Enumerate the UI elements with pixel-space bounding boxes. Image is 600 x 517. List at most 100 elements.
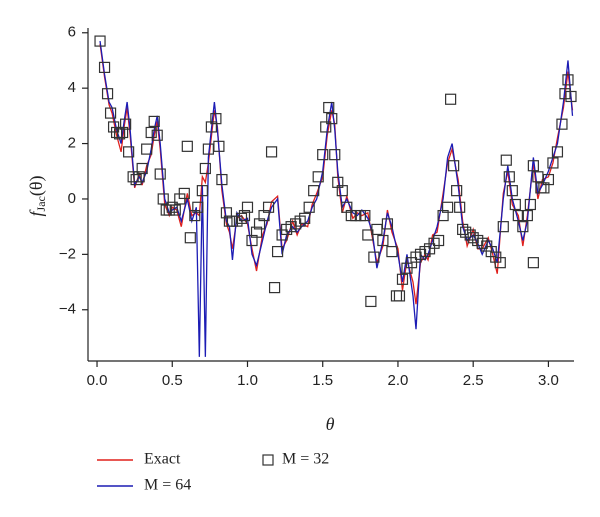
square-marker [196, 185, 208, 197]
y-tick-label: −2 [59, 245, 76, 262]
square-marker [562, 74, 574, 86]
square-marker [241, 201, 254, 213]
square-marker [299, 212, 311, 224]
square-marker [163, 204, 175, 216]
square-marker [238, 209, 251, 222]
square-marker [506, 185, 518, 197]
square-marker [390, 290, 403, 302]
square-marker [494, 257, 506, 269]
legend-label: Exact [144, 451, 181, 468]
square-marker [524, 198, 536, 211]
y-tick-label: −4 [59, 301, 76, 318]
square-marker [527, 160, 539, 172]
y-label-sub: Jac [34, 196, 48, 211]
square-marker [320, 121, 332, 133]
square-marker [308, 185, 320, 197]
square-marker [181, 140, 193, 152]
x-tick-label: 0.5 [162, 372, 183, 389]
square-marker [359, 209, 371, 222]
x-tick-label: 1.5 [312, 372, 333, 389]
square-marker [323, 101, 335, 114]
square-marker [512, 209, 524, 222]
square-marker [329, 149, 341, 161]
square-marker [445, 93, 457, 105]
square-marker [130, 173, 142, 186]
square-marker [98, 61, 111, 73]
series-line [99, 40, 574, 357]
x-tick-label: 3.0 [538, 372, 559, 389]
x-tick-label: 2.0 [388, 372, 409, 389]
square-marker [271, 245, 284, 258]
square-marker [365, 295, 377, 308]
x-tick-label: 2.5 [463, 372, 484, 389]
x-tick-label: 0.0 [87, 372, 108, 389]
y-tick-label: 4 [68, 79, 76, 96]
square-marker [448, 160, 460, 172]
square-marker [527, 257, 539, 269]
x-axis-label: θ [326, 414, 335, 434]
y-label-rest: (θ) [26, 176, 47, 197]
square-marker [559, 88, 571, 100]
y-tick-label: 2 [68, 135, 76, 152]
square-marker [166, 201, 178, 213]
square-marker [500, 154, 512, 166]
y-tick-label: 0 [68, 190, 76, 207]
x-tick-label: 1.0 [237, 372, 258, 389]
square-marker [110, 126, 123, 139]
square-marker [157, 193, 169, 205]
square-marker [213, 140, 225, 152]
square-marker [542, 173, 555, 186]
square-marker [503, 171, 515, 183]
square-marker [136, 162, 148, 175]
square-marker [396, 273, 409, 285]
square-marker [101, 88, 114, 100]
square-marker [220, 207, 233, 219]
square-marker [178, 187, 190, 200]
plot-area [94, 35, 577, 357]
square-marker [199, 162, 211, 175]
square-marker [192, 201, 204, 213]
square-marker [368, 251, 380, 263]
square-marker [94, 35, 106, 47]
square-marker [312, 171, 324, 183]
square-marker [265, 146, 278, 158]
legend-label: M = 64 [144, 477, 191, 494]
square-marker [127, 171, 139, 183]
square-marker [120, 118, 132, 130]
square-marker [497, 221, 509, 233]
square-marker [151, 129, 163, 141]
legend-marker [262, 454, 274, 466]
square-marker [169, 204, 181, 216]
square-marker [386, 245, 398, 258]
square-marker [216, 173, 228, 186]
square-marker [123, 146, 135, 158]
square-marker [235, 212, 248, 224]
square-marker [141, 143, 153, 155]
square-marker [454, 201, 466, 213]
legend-label: M = 32 [282, 451, 329, 468]
square-marker [381, 218, 394, 230]
square-marker [303, 201, 315, 213]
square-marker [113, 128, 126, 140]
square-marker [145, 126, 157, 139]
square-marker [104, 107, 117, 119]
square-marker [509, 198, 521, 211]
square-marker [393, 290, 406, 302]
square-marker [556, 118, 568, 130]
y-label-f: f [26, 208, 46, 216]
square-marker [210, 113, 222, 125]
square-marker [268, 281, 281, 294]
square-marker [262, 201, 275, 213]
square-marker [521, 209, 533, 222]
square-marker [189, 209, 201, 222]
square-marker [117, 126, 129, 139]
square-marker [377, 234, 389, 247]
square-marker [547, 157, 559, 169]
series-line [99, 43, 574, 305]
square-marker [317, 149, 329, 161]
square-marker [551, 146, 564, 158]
square-marker [133, 171, 145, 183]
square-marker [326, 113, 338, 125]
y-axis-label: fJac(θ) [26, 176, 48, 217]
square-marker [184, 232, 196, 244]
